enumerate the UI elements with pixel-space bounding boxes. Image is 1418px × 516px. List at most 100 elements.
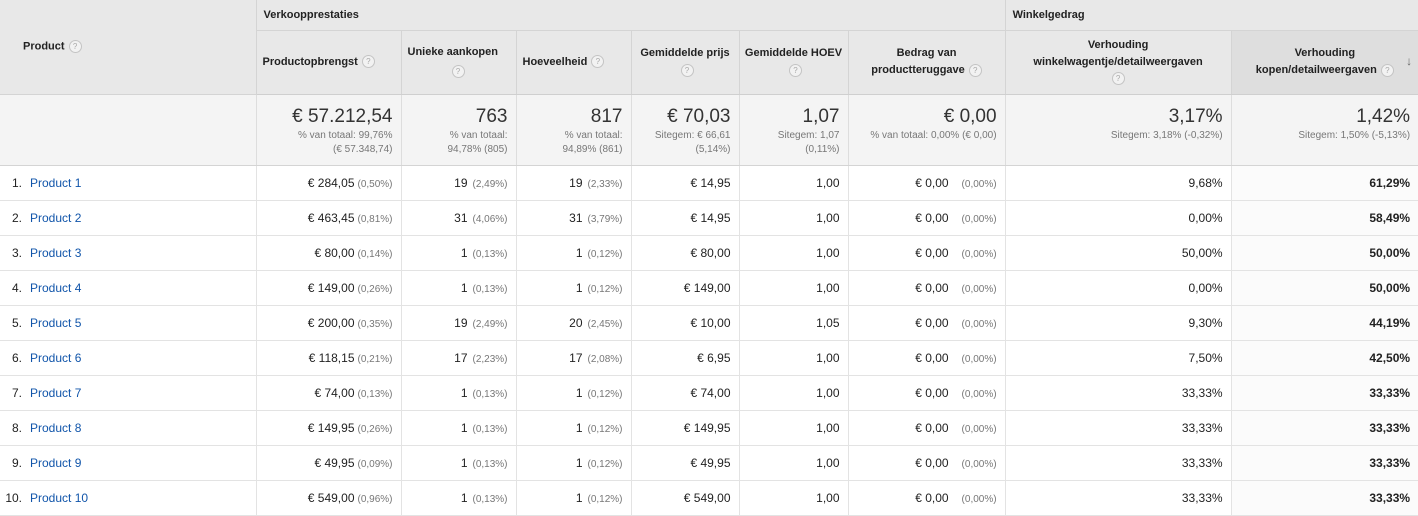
column-label: Verhouding kopen/detailweergaven [1255, 47, 1377, 76]
revenue-pct: (0,81%) [357, 213, 393, 225]
total-sub: (5,14%) [695, 143, 731, 155]
buy-ratio-value: 42,50% [1369, 350, 1411, 365]
totals-cell: 763 % van totaal: 94,78% (805) [401, 94, 517, 166]
table-row: 5. Product 5 € 200,00 (0,35%) 19 (2,49%) 20 (2,… [0, 305, 1418, 341]
product-link[interactable]: Product 2 [30, 210, 82, 225]
cell-hoev: 1,00 [739, 410, 849, 446]
table-row: 8. Product 8 € 149,95 (0,26%) 1 (0,13%) 1 (0,12… [0, 410, 1418, 446]
total-sub: % van totaal: 99,76% [297, 129, 393, 141]
help-icon[interactable]: ? [968, 63, 982, 77]
unique-value: 1 [460, 245, 468, 260]
help-icon[interactable]: ? [1380, 63, 1394, 77]
column-header-buy-ratio[interactable]: Verhouding kopen/detailweergaven? ↓ [1231, 30, 1418, 95]
row-index: 9. [11, 455, 22, 470]
total-sub: 94,78% (805) [447, 143, 508, 155]
hoev-value: 1,00 [816, 420, 840, 435]
revenue-value: € 74,00 [314, 385, 355, 400]
help-icon[interactable]: ? [361, 55, 375, 69]
revenue-value: € 463,45 [307, 210, 355, 225]
unique-pct: (2,23%) [472, 353, 508, 365]
total-sub: % van totaal: [449, 129, 508, 141]
cell-buy-ratio: 61,29% [1231, 165, 1418, 201]
cell-unique: 1 (0,13%) [401, 445, 517, 481]
hoev-value: 1,00 [816, 280, 840, 295]
cart-ratio-value: 0,00% [1188, 280, 1223, 295]
cell-unique: 19 (2,49%) [401, 305, 517, 341]
unique-pct: (2,49%) [472, 318, 508, 330]
help-icon[interactable]: ? [1111, 72, 1125, 86]
header-product[interactable]: Product? [0, 0, 257, 95]
quantity-pct: (0,12%) [587, 458, 623, 470]
avg-price-value: € 14,95 [690, 175, 731, 190]
quantity-value: 1 [575, 385, 583, 400]
cell-buy-ratio: 33,33% [1231, 445, 1418, 481]
product-link[interactable]: Product 3 [30, 245, 82, 260]
row-index: 6. [11, 350, 22, 365]
column-header-revenue[interactable]: Productopbrengst? [256, 30, 402, 95]
table-row: 3. Product 3 € 80,00 (0,14%) 1 (0,13%) 1 (0,12%… [0, 235, 1418, 271]
column-header-refund[interactable]: Bedrag van productteruggave? [848, 30, 1006, 95]
avg-price-value: € 549,00 [683, 490, 731, 505]
unique-value: 19 [454, 315, 468, 330]
buy-ratio-value: 33,33% [1369, 385, 1411, 400]
cell-hoev: 1,00 [739, 235, 849, 271]
unique-value: 1 [460, 490, 468, 505]
product-link[interactable]: Product 7 [30, 385, 82, 400]
help-icon[interactable]: ? [451, 64, 465, 78]
help-icon[interactable]: ? [68, 40, 82, 54]
product-link[interactable]: Product 4 [30, 280, 82, 295]
sort-down-icon[interactable]: ↓ [1406, 53, 1413, 68]
quantity-value: 17 [569, 350, 583, 365]
product-link[interactable]: Product 1 [30, 175, 82, 190]
help-icon[interactable]: ? [789, 63, 802, 77]
buy-ratio-value: 50,00% [1369, 280, 1411, 295]
row-index: 10. [5, 490, 22, 505]
column-header-unique-purchases[interactable]: Unieke aankopen? [401, 30, 517, 95]
help-icon[interactable]: ? [591, 55, 605, 69]
cell-hoev: 1,00 [739, 200, 849, 236]
quantity-value: 1 [575, 455, 583, 470]
cell-hoev: 1,00 [739, 270, 849, 306]
unique-pct: (0,13%) [472, 493, 508, 505]
row-index: 1. [11, 175, 22, 190]
refund-pct: (0,00%) [961, 388, 997, 400]
total-value: € 0,00 [943, 105, 997, 127]
product-link[interactable]: Product 8 [30, 420, 82, 435]
quantity-pct: (0,12%) [587, 248, 623, 260]
cart-ratio-value: 9,68% [1188, 175, 1223, 190]
column-header-avg-hoev[interactable]: Gemiddelde HOEV? [739, 30, 849, 95]
revenue-pct: (0,96%) [357, 493, 393, 505]
cell-buy-ratio: 42,50% [1231, 340, 1418, 376]
total-sub: Sitegem: 3,18% (-0,32%) [1110, 129, 1223, 141]
avg-price-value: € 14,95 [690, 210, 731, 225]
revenue-value: € 149,00 [307, 280, 355, 295]
cell-refund: € 0,00 (0,00%) [848, 200, 1006, 236]
cell-buy-ratio: 33,33% [1231, 375, 1418, 411]
column-header-cart-ratio[interactable]: Verhouding winkelwagentje/detailweergave… [1005, 30, 1232, 95]
product-link[interactable]: Product 6 [30, 350, 82, 365]
cell-product: 3. Product 3 [0, 235, 257, 271]
totals-cell: € 57.212,54 % van totaal: 99,76% (€ 57.348… [256, 94, 402, 166]
cell-revenue: € 463,45 (0,81%) [256, 200, 402, 236]
cell-buy-ratio: 58,49% [1231, 200, 1418, 236]
total-value: 1,42% [1356, 105, 1411, 127]
unique-value: 1 [460, 420, 468, 435]
product-link[interactable]: Product 5 [30, 315, 82, 330]
cell-cart-ratio: 9,68% [1005, 165, 1232, 201]
product-link[interactable]: Product 10 [30, 490, 89, 505]
column-label: Hoeveelheid [522, 55, 588, 68]
column-header-avg-price[interactable]: Gemiddelde prijs? [631, 30, 740, 95]
help-icon[interactable]: ? [680, 63, 694, 77]
unique-pct: (0,13%) [472, 248, 508, 260]
totals-cell: 1,42% Sitegem: 1,50% (-5,13%) [1231, 94, 1418, 166]
product-link[interactable]: Product 9 [30, 455, 82, 470]
quantity-pct: (0,12%) [587, 493, 623, 505]
column-header-quantity[interactable]: Hoeveelheid? [516, 30, 632, 95]
cell-quantity: 19 (2,33%) [516, 165, 632, 201]
unique-value: 1 [460, 280, 468, 295]
totals-cell: 817 % van totaal: 94,89% (861) [516, 94, 632, 166]
total-value: 763 [475, 105, 508, 127]
avg-price-value: € 49,95 [690, 455, 731, 470]
unique-pct: (4,06%) [472, 213, 508, 225]
quantity-pct: (2,08%) [587, 353, 623, 365]
